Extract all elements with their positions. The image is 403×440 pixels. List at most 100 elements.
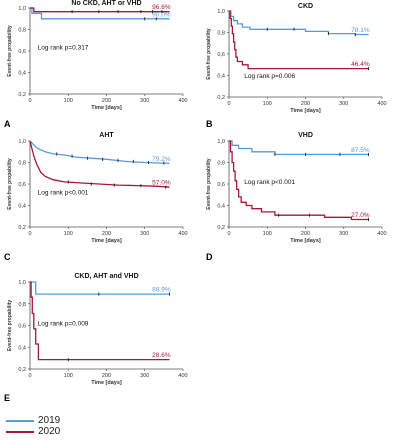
panel-title: AHT: [99, 132, 114, 139]
x-tick-label: 100: [64, 98, 73, 104]
legend-swatch-2019: [6, 420, 34, 422]
end-value-label-2019: 78.1%: [351, 27, 370, 34]
y-tick-label: 0,8: [18, 302, 26, 308]
x-tick-label: 200: [102, 231, 111, 237]
x-tick-label: 100: [263, 101, 272, 107]
y-tick-label: 0,6: [217, 52, 225, 58]
end-value-label-2020: 46.4%: [351, 61, 370, 68]
end-value-label-2019: 90.0%: [152, 11, 171, 18]
panel-title: No CKD, AHT or VHD: [71, 0, 141, 7]
panel-letter-b: B: [206, 119, 213, 129]
x-tick-label: 100: [263, 231, 272, 237]
y-tick-label: 0,2: [217, 225, 225, 231]
x-tick-label: 400: [178, 98, 187, 104]
series-line-2019: [229, 10, 369, 36]
x-axis-label: Time [days]: [290, 108, 321, 114]
y-axis-label: Event-free propability: [7, 300, 13, 352]
series-line-2020: [229, 10, 369, 70]
x-tick-label: 100: [64, 373, 73, 379]
log-rank-annotation: Log rank p=0.317: [38, 44, 89, 51]
x-tick-label: 300: [140, 98, 149, 104]
end-value-label-2019: 88.9%: [152, 287, 171, 294]
panel-title: CKD: [298, 3, 313, 10]
km-panel-b: CKD 0,2 0,4 0,6 0,8 1,0 0 100 200 300 400 Time [day…: [206, 3, 387, 114]
series-line-2020: [30, 7, 170, 13]
x-tick-label: 200: [301, 231, 310, 237]
y-tick-label: 0,8: [18, 161, 26, 167]
x-axis-label: Time [days]: [91, 105, 122, 111]
y-tick-label: 0,6: [18, 49, 26, 55]
y-axis-label: Event-free propability: [206, 28, 212, 80]
end-value-label-2020: 27.0%: [351, 212, 370, 219]
y-tick-label: 1,0: [217, 9, 225, 15]
y-tick-label: 0,2: [18, 367, 26, 373]
x-tick-label: 400: [178, 373, 187, 379]
y-tick-label: 0,4: [217, 74, 225, 80]
x-tick-label: 0: [28, 231, 31, 237]
series-line-2019: [229, 140, 369, 156]
y-tick-label: 0,4: [18, 204, 26, 210]
panel-title: CKD, AHT and VHD: [74, 273, 138, 280]
x-tick-label: 0: [227, 231, 230, 237]
panel-title: VHD: [298, 132, 313, 139]
series-line-2020: [30, 281, 170, 361]
km-panel-a: No CKD, AHT or VHD 0,2 0,4 0,6 0,8 1,0 0 100 200…: [7, 0, 188, 111]
x-axis-label: Time [days]: [290, 238, 321, 244]
end-value-label-2019: 87.5%: [351, 147, 370, 154]
y-tick-label: 0,6: [217, 182, 225, 188]
y-tick-label: 0,6: [18, 182, 26, 188]
y-tick-label: 0,4: [18, 345, 26, 351]
km-panel-d: VHD 0,2 0,4 0,6 0,8 1,0 0 100 200 300 400 Time [day…: [206, 132, 387, 244]
x-tick-label: 400: [178, 231, 187, 237]
log-rank-annotation: Log rank p<0.001: [38, 189, 89, 196]
series-line-2019: [30, 281, 170, 295]
x-tick-label: 100: [64, 231, 73, 237]
y-axis-label: Event-free propability: [206, 158, 212, 210]
end-value-label-2020: 28.6%: [152, 352, 171, 359]
panel-letter-c: C: [4, 252, 11, 262]
x-axis-label: Time [days]: [91, 238, 122, 244]
panel-letter-a: A: [4, 119, 11, 129]
series-line-2020: [229, 140, 369, 221]
legend-label-2019: 2019: [38, 415, 61, 426]
y-tick-label: 0,2: [18, 92, 26, 98]
x-tick-label: 0: [28, 373, 31, 379]
legend-label-2020: 2020: [38, 426, 61, 437]
end-value-label-2020: 96.6%: [152, 4, 171, 11]
x-tick-label: 300: [140, 231, 149, 237]
x-tick-label: 200: [102, 373, 111, 379]
y-tick-label: 1,0: [217, 139, 225, 145]
y-tick-label: 0,8: [18, 28, 26, 34]
x-tick-label: 200: [301, 101, 310, 107]
series-line-2019: [29, 140, 170, 165]
series-line-2019: [30, 7, 170, 20]
y-tick-label: 1,0: [18, 6, 26, 12]
log-rank-annotation: Log rank p=0.006: [244, 73, 295, 80]
end-value-label-2019: 79.2%: [152, 156, 171, 163]
log-rank-annotation: Log rank p<0.001: [244, 179, 295, 186]
km-panel-e: CKD, AHT and VHD 0,2 0,4 0,6 0,8 1,0 0 100 200 30…: [7, 273, 188, 386]
legend-swatch-2020: [6, 431, 34, 433]
x-tick-label: 400: [377, 101, 386, 107]
y-tick-label: 0,4: [18, 71, 26, 77]
y-tick-label: 0,2: [18, 225, 26, 231]
x-tick-label: 200: [102, 98, 111, 104]
panel-letter-e: E: [4, 393, 11, 403]
log-rank-annotation: Log rank p=0.009: [38, 321, 89, 328]
x-tick-label: 300: [140, 373, 149, 379]
y-axis-label: Event-free propability: [7, 25, 13, 77]
y-tick-label: 1,0: [18, 139, 26, 145]
y-tick-label: 0,4: [217, 204, 225, 210]
x-tick-label: 0: [28, 98, 31, 104]
x-tick-label: 0: [227, 101, 230, 107]
series-line-2020: [29, 140, 170, 188]
y-tick-label: 1,0: [18, 280, 26, 286]
y-tick-label: 0,8: [217, 31, 225, 37]
km-panel-c: AHT 0,2 0,4 0,6 0,8 1,0 0 100 200 300 400 Time [day…: [7, 132, 188, 244]
panel-letter-d: D: [206, 252, 213, 262]
y-tick-label: 0,6: [18, 324, 26, 330]
x-tick-label: 300: [339, 231, 348, 237]
x-tick-label: 300: [339, 101, 348, 107]
x-tick-label: 400: [377, 231, 386, 237]
